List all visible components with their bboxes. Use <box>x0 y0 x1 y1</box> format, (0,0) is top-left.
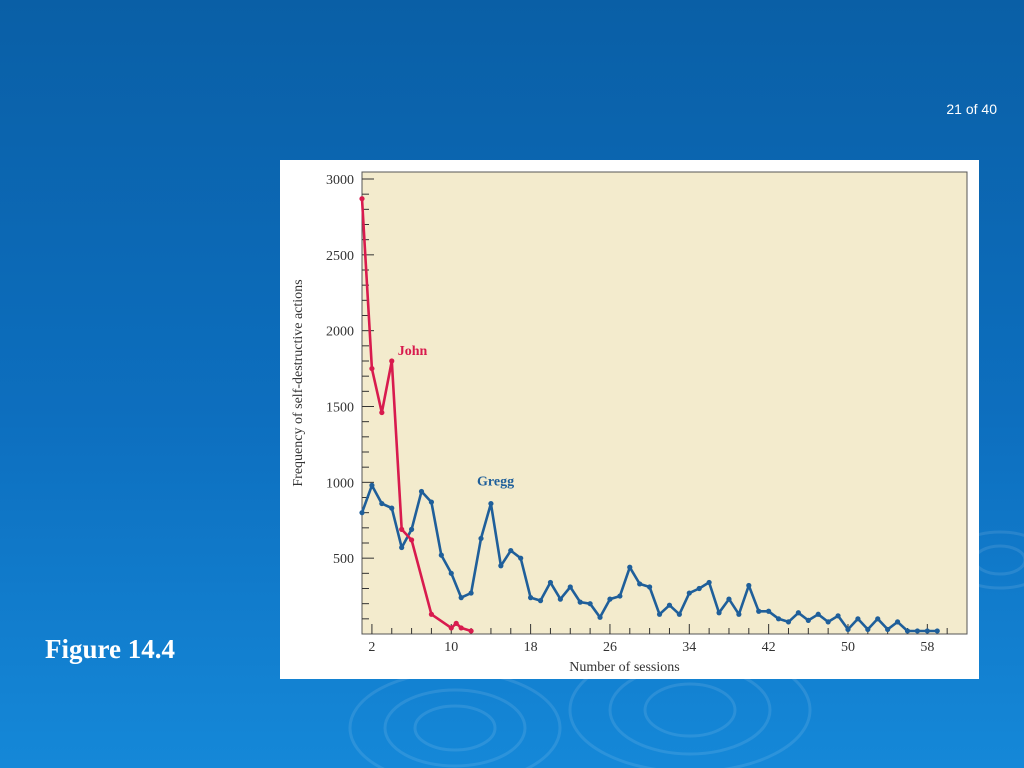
y-tick-label: 2500 <box>326 249 354 264</box>
y-tick-label: 3000 <box>326 173 354 188</box>
gregg-data-point <box>775 616 782 622</box>
gregg-data-point <box>518 555 524 561</box>
gregg-data-point <box>637 581 643 587</box>
john-data-point <box>408 537 415 543</box>
gregg-data-point <box>676 611 682 617</box>
gregg-data-point <box>607 596 613 602</box>
gregg-data-point <box>617 593 623 599</box>
gregg-data-point <box>577 599 583 605</box>
gregg-data-point <box>359 510 365 516</box>
gregg-series-label: Gregg <box>477 474 514 489</box>
gregg-data-point <box>726 596 732 602</box>
y-axis-label: Frequency of self-destructive actions <box>291 279 306 486</box>
gregg-data-point <box>656 611 663 617</box>
y-tick-label: 1000 <box>326 476 354 491</box>
john-data-point <box>448 625 454 631</box>
gregg-data-point <box>914 628 921 634</box>
figure-caption: Figure 14.4 <box>45 634 175 664</box>
john-data-point <box>453 620 459 626</box>
gregg-data-point <box>865 626 871 633</box>
gregg-data-point <box>478 535 484 542</box>
x-tick-label: 2 <box>368 640 375 655</box>
gregg-data-point <box>706 579 712 586</box>
gregg-data-point <box>379 500 385 507</box>
gregg-data-point <box>904 628 911 634</box>
gregg-data-point <box>785 619 792 625</box>
x-tick-label: 26 <box>603 640 617 655</box>
gregg-data-point <box>855 616 861 622</box>
gregg-data-point <box>934 628 940 634</box>
y-tick-label: 2000 <box>326 325 354 340</box>
gregg-data-point <box>428 499 435 505</box>
gregg-data-point <box>736 611 742 617</box>
gregg-data-point <box>508 547 514 554</box>
gregg-data-point <box>666 602 673 608</box>
gregg-data-point <box>448 570 454 576</box>
y-tick-label: 1500 <box>326 401 354 416</box>
gregg-data-point <box>696 585 702 592</box>
plot-area <box>361 171 968 635</box>
x-tick-label: 18 <box>524 640 538 655</box>
gregg-data-point <box>528 595 534 601</box>
john-data-point <box>458 625 464 631</box>
y-tick-label: 500 <box>333 552 354 567</box>
gregg-data-point <box>369 482 375 488</box>
gregg-data-point <box>647 584 653 590</box>
gregg-data-point <box>894 619 901 625</box>
gregg-data-point <box>389 505 395 511</box>
chart-frame: 500 1000 1500 2000 2500 3000 2 10 18 26 34 42 50 58 Nu… <box>280 160 979 679</box>
x-tick-label: 42 <box>762 640 776 655</box>
gregg-data-point <box>498 563 504 569</box>
john-data-point <box>389 358 395 364</box>
gregg-data-point <box>885 626 891 633</box>
john-data-point <box>399 526 405 532</box>
gregg-data-point <box>875 616 881 622</box>
john-data-point <box>468 628 474 634</box>
john-series-label: John <box>398 344 428 359</box>
john-data-point <box>379 409 385 416</box>
gregg-data-point <box>805 617 811 623</box>
gregg-data-point <box>537 598 544 604</box>
gregg-data-point <box>825 619 831 625</box>
gregg-data-point <box>627 564 633 570</box>
gregg-data-point <box>468 590 474 596</box>
gregg-data-point <box>716 610 722 616</box>
gregg-data-point <box>418 488 425 495</box>
gregg-data-point <box>547 579 554 586</box>
gregg-data-point <box>587 601 593 607</box>
gregg-data-point <box>795 610 801 616</box>
gregg-data-point <box>399 544 405 551</box>
gregg-data-point <box>597 614 603 620</box>
x-tick-label: 58 <box>920 640 934 655</box>
gregg-data-point <box>408 526 415 532</box>
x-tick-label: 50 <box>841 640 855 655</box>
gregg-data-point <box>835 613 841 619</box>
gregg-data-point <box>686 590 692 596</box>
x-axis-label: Number of sessions <box>569 660 679 675</box>
gregg-data-point <box>567 584 573 590</box>
gregg-data-point <box>815 611 821 617</box>
gregg-data-point <box>438 552 444 558</box>
gregg-data-point <box>746 582 752 589</box>
gregg-data-point <box>845 626 851 633</box>
gregg-data-point <box>766 608 772 614</box>
gregg-data-point <box>924 628 930 634</box>
x-tick-label: 34 <box>682 640 696 655</box>
gregg-data-point <box>458 595 464 601</box>
john-data-point <box>428 611 435 617</box>
slide-counter: 21 of 40 <box>946 101 997 117</box>
john-data-point <box>359 196 365 202</box>
john-data-point <box>369 365 375 372</box>
gregg-data-point <box>488 500 494 507</box>
gregg-data-point <box>756 608 762 614</box>
line-chart: 500 1000 1500 2000 2500 3000 2 10 18 26 34 42 50 58 Nu… <box>291 171 968 675</box>
gregg-data-point <box>557 596 563 602</box>
x-tick-label: 10 <box>444 640 458 655</box>
